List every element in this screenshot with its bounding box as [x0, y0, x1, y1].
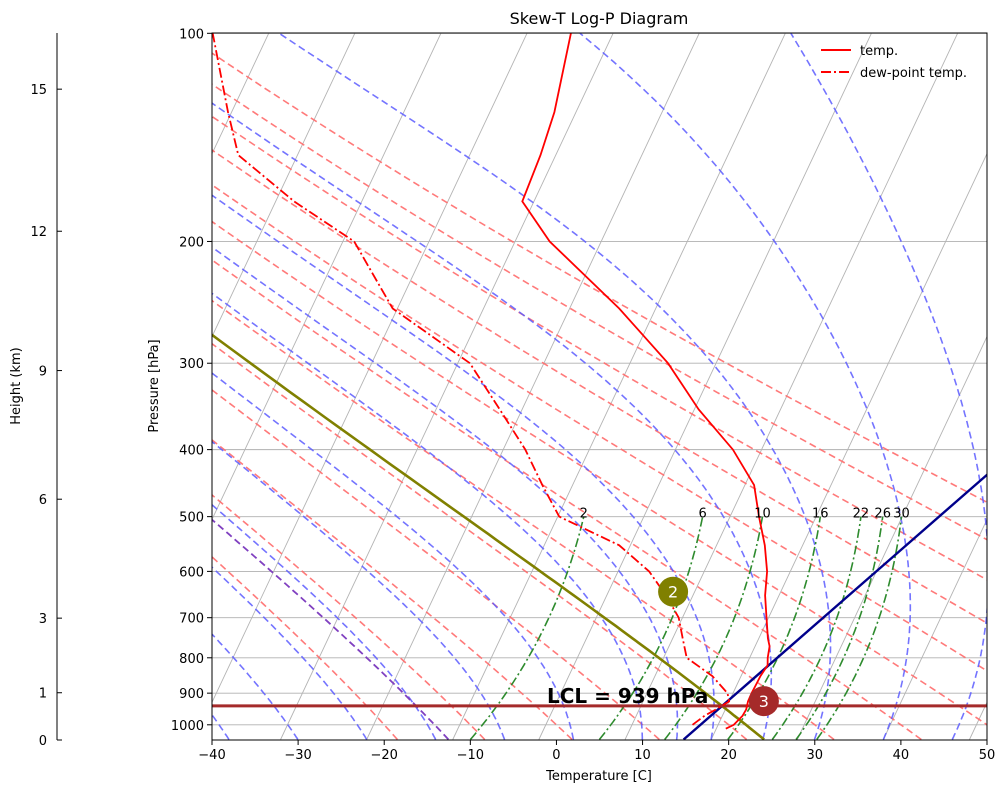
mixing-ratio-line [598, 516, 704, 740]
dry-adiabat-line [212, 149, 987, 624]
special-lines [212, 333, 987, 740]
purple-adiabat-line [212, 518, 450, 740]
y-tick-label: 100 [179, 27, 204, 42]
moist-adiabat-line [790, 33, 987, 740]
isotherm-line [212, 33, 356, 338]
x-tick-label: 30 [807, 748, 824, 763]
moist-adiabat-line [212, 632, 299, 740]
isotherm-line [452, 33, 786, 740]
y-tick-label: 800 [179, 652, 204, 667]
moist-adiabat-line [212, 440, 506, 740]
isotherm-line [280, 33, 614, 740]
mixing-ratio-label: 2 [580, 507, 588, 522]
x-tick-label: −20 [371, 748, 398, 763]
x-tick-label: 0 [552, 748, 560, 763]
height-tick-label: 6 [39, 493, 47, 508]
moist-adiabat-line [212, 713, 230, 740]
y-tick-label: 700 [179, 612, 204, 627]
x-tick-label: 50 [979, 748, 996, 763]
mixing-ratio-line [816, 516, 903, 740]
dry-adiabat-line [212, 342, 748, 740]
dry-adiabat-line [212, 438, 573, 740]
plot-frame [211, 32, 988, 741]
isotherm-line [366, 33, 700, 740]
marker-label: 3 [759, 692, 769, 711]
mixing-ratio-line [469, 516, 585, 740]
dry-adiabat-line [212, 388, 660, 740]
dry-adiabat-line [212, 220, 987, 726]
moist-adiabat-line [212, 246, 679, 740]
isotherm-line [212, 33, 442, 521]
height-axis-title: Height (km) [9, 347, 24, 424]
mixing-ratio-label: 10 [754, 507, 771, 522]
mixing-ratio-line [771, 516, 862, 740]
isotherm-line [882, 518, 987, 740]
marker-circle [748, 686, 779, 717]
dry-adiabat-line [212, 555, 398, 740]
y-axis-title: Pressure [hPa] [147, 339, 162, 432]
mixing-ratio-label: 26 [874, 507, 891, 522]
height-tick-label: 3 [39, 612, 47, 627]
lcl-label: LCL = 939 hPa [547, 684, 708, 708]
legend: temp. dew-point temp. [821, 44, 967, 81]
height-tick-label: 15 [30, 83, 47, 98]
mixing-ratio-label: 16 [812, 507, 829, 522]
x-tick-label: 20 [720, 748, 737, 763]
isotherm-line [212, 33, 270, 155]
y-tick-label: 600 [179, 565, 204, 580]
blue-reference-line [682, 473, 987, 740]
height-tick-label: 12 [30, 225, 47, 240]
mixing-ratio-label: 22 [853, 507, 870, 522]
temperature-line [521, 33, 771, 730]
surface-parcel-adiabat [212, 333, 765, 740]
dewpoint-line [212, 33, 731, 726]
mixing-ratio-line [664, 516, 764, 740]
dry-adiabat-line [212, 493, 486, 740]
mixing-ratio-line [727, 516, 822, 740]
y-tick-label: 300 [179, 357, 204, 372]
mixing-ratio-label: 30 [893, 507, 910, 522]
moist-adiabat-line [278, 33, 832, 740]
moist-adiabat-line [579, 33, 912, 740]
y-tick-label: 400 [179, 444, 204, 459]
chart-title: Skew-T Log-P Diagram [510, 9, 689, 28]
marker-label: 2 [668, 583, 678, 602]
x-tick-label: −10 [457, 748, 484, 763]
dry-adiabat-line [212, 259, 922, 740]
moist-adiabat-line [212, 566, 368, 740]
isotherm-line [624, 33, 959, 740]
x-axis-title: Temperature [C] [545, 769, 652, 784]
isotherm-line [710, 152, 987, 740]
y-tick-label: 900 [179, 687, 204, 702]
mixing-ratio-line [795, 516, 884, 740]
axes: −40 −30 −20 −10 0 10 20 30 40 5010020030040050060… [30, 27, 995, 763]
moist-adiabat-line [212, 194, 715, 740]
moist-adiabat-line [212, 372, 575, 740]
mixing-ratio-lines [469, 516, 903, 740]
mixing-ratio-label: 6 [698, 507, 706, 522]
y-tick-label: 1000 [171, 719, 204, 734]
sounding-series [212, 33, 771, 730]
legend-dewpoint-label: dew-point temp. [860, 66, 967, 81]
x-tick-label: 40 [893, 748, 910, 763]
moist-adiabat-line [212, 292, 644, 740]
height-tick-label: 1 [39, 687, 47, 702]
height-tick-label: 9 [39, 365, 47, 380]
dry-adiabat-line [212, 52, 987, 504]
isotherm-line [796, 335, 987, 740]
marker-circle [658, 576, 689, 607]
height-tick-label: 0 [39, 734, 47, 749]
dry-adiabat-line [212, 83, 987, 541]
legend-temp-label: temp. [860, 44, 898, 59]
y-tick-label: 500 [179, 511, 204, 526]
x-tick-label: −40 [198, 748, 225, 763]
isotherm-line [212, 33, 528, 704]
x-tick-label: 10 [634, 748, 651, 763]
dry-adiabat-line [212, 183, 987, 672]
x-tick-label: −30 [284, 748, 311, 763]
y-tick-label: 200 [179, 235, 204, 250]
moist-adiabat-line [212, 503, 437, 740]
